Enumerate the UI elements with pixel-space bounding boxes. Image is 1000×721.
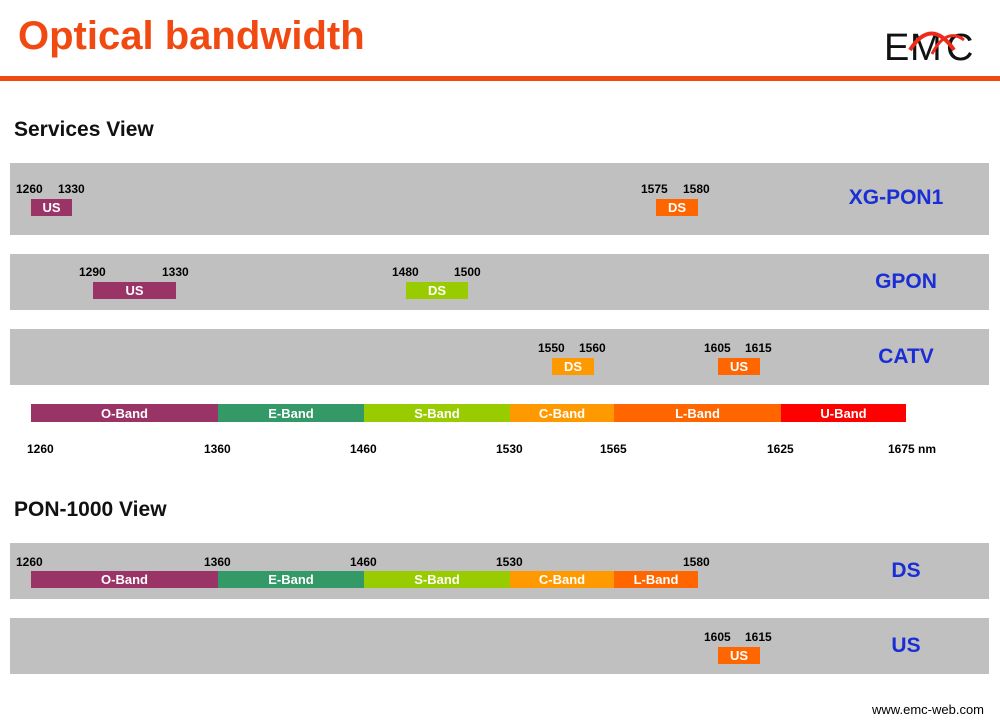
catv-us-end: 1615	[745, 341, 772, 355]
pon-ds-tick-1260: 1260	[16, 555, 43, 569]
services-view-title: Services View	[14, 118, 154, 141]
pon-view-title: PON-1000 View	[14, 498, 167, 521]
catv-ds-end: 1560	[579, 341, 606, 355]
xgpon1-us-segment: US	[31, 199, 72, 216]
gpon-us-end: 1330	[162, 265, 189, 279]
xgpon1-ds-start: 1575	[641, 182, 668, 196]
catv-us-start: 1605	[704, 341, 731, 355]
pon-ds-tick-1460: 1460	[350, 555, 377, 569]
pon-ds-band-e: E-Band	[218, 571, 364, 588]
panel-xgpon1	[10, 163, 989, 235]
band-e: E-Band	[218, 404, 364, 422]
pon-ds-tick-1360: 1360	[204, 555, 231, 569]
pon-name-ds: DS	[891, 559, 921, 582]
band-o: O-Band	[31, 404, 218, 422]
panel-catv	[10, 329, 989, 385]
xgpon1-us-end: 1330	[58, 182, 85, 196]
service-name-xgpon1: XG-PON1	[848, 186, 944, 209]
service-name-gpon: GPON	[875, 270, 937, 293]
axis-tick-1460: 1460	[350, 442, 377, 456]
gpon-ds-segment: DS	[406, 282, 468, 299]
axis-tick-1260: 1260	[27, 442, 54, 456]
band-u: U-Band	[781, 404, 906, 422]
gpon-ds-start: 1480	[392, 265, 419, 279]
pon-ds-band-l: L-Band	[614, 571, 698, 588]
gpon-us-start: 1290	[79, 265, 106, 279]
band-s: S-Band	[364, 404, 510, 422]
service-name-catv: CATV	[878, 345, 934, 368]
gpon-ds-end: 1500	[454, 265, 481, 279]
axis-tick-1565: 1565	[600, 442, 627, 456]
pon-ds-band-o: O-Band	[31, 571, 218, 588]
pon-ds-tick-1530: 1530	[496, 555, 523, 569]
header-rule	[0, 76, 1000, 81]
pon-ds-tick-1580: 1580	[683, 555, 710, 569]
catv-us-segment: US	[718, 358, 760, 375]
page-title: Optical bandwidth	[18, 14, 365, 58]
catv-ds-segment: DS	[552, 358, 594, 375]
svg-text:E: E	[884, 27, 909, 69]
band-l: L-Band	[614, 404, 781, 422]
axis-tick-1625: 1625	[767, 442, 794, 456]
axis-tick-1675: 1675 nm	[888, 442, 937, 456]
pon-us-end: 1615	[745, 630, 772, 644]
pon-ds-band-s: S-Band	[364, 571, 510, 588]
pon-us-segment: US	[718, 647, 760, 664]
axis-tick-1530: 1530	[496, 442, 523, 456]
panel-pon-us	[10, 618, 989, 674]
xgpon1-ds-end: 1580	[683, 182, 710, 196]
pon-name-us: US	[891, 634, 921, 657]
gpon-us-segment: US	[93, 282, 176, 299]
xgpon1-us-start: 1260	[16, 182, 43, 196]
xgpon1-ds-segment: DS	[656, 199, 698, 216]
axis-tick-1360: 1360	[204, 442, 231, 456]
footer-url[interactable]: www.emc-web.com	[872, 702, 984, 717]
pon-us-start: 1605	[704, 630, 731, 644]
emc-logo: E M C	[884, 20, 994, 70]
catv-ds-start: 1550	[538, 341, 565, 355]
band-c: C-Band	[510, 404, 614, 422]
pon-ds-band-c: C-Band	[510, 571, 614, 588]
